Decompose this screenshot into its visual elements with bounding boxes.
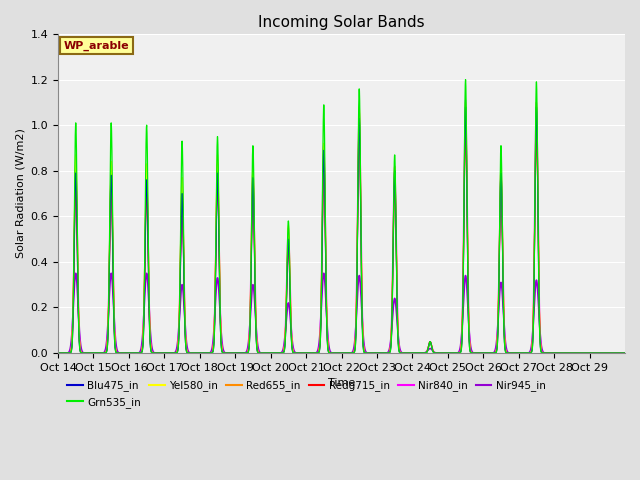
Nir840_in [550, 350, 558, 356]
Nir945_in [550, 350, 558, 356]
Redg715_in [385, 350, 392, 356]
Line: Nir945_in: Nir945_in [58, 273, 625, 353]
Nir840_in [461, 97, 469, 103]
Yel580_in [74, 261, 81, 266]
Red655_in [321, 173, 328, 179]
Blu475_in [486, 350, 494, 356]
Grn535_in [486, 350, 494, 356]
Blu475_in [621, 350, 629, 356]
Grn535_in [74, 266, 81, 272]
Redg715_in [486, 350, 494, 356]
Nir840_in [385, 350, 392, 356]
Nir945_in [272, 350, 280, 356]
Red655_in [532, 113, 540, 119]
Nir945_in [486, 350, 494, 356]
Redg715_in [461, 120, 469, 126]
Nir945_in [72, 270, 79, 276]
Grn535_in [54, 350, 62, 356]
Redg715_in [321, 181, 328, 187]
Y-axis label: Solar Radiation (W/m2): Solar Radiation (W/m2) [15, 129, 25, 258]
Grn535_in [550, 350, 558, 356]
Yel580_in [272, 350, 280, 356]
Legend: Blu475_in, Grn535_in, Yel580_in, Red655_in, Redg715_in, Nir840_in, Nir945_in: Blu475_in, Grn535_in, Yel580_in, Red655_… [63, 376, 550, 412]
Yel580_in [385, 350, 392, 356]
Blu475_in [272, 350, 280, 356]
Blu475_in [532, 104, 540, 110]
Redg715_in [550, 350, 558, 356]
Redg715_in [621, 350, 629, 356]
Nir840_in [272, 350, 280, 356]
Red655_in [621, 350, 629, 356]
Red655_in [400, 350, 408, 356]
Line: Blu475_in: Blu475_in [58, 107, 625, 353]
Line: Yel580_in: Yel580_in [58, 102, 625, 353]
Title: Incoming Solar Bands: Incoming Solar Bands [258, 15, 425, 30]
Nir945_in [385, 349, 392, 355]
X-axis label: Time: Time [328, 378, 355, 388]
Blu475_in [321, 172, 328, 178]
Grn535_in [272, 350, 280, 356]
Blu475_in [54, 350, 62, 356]
Line: Nir840_in: Nir840_in [58, 100, 625, 353]
Line: Grn535_in: Grn535_in [58, 80, 625, 353]
Line: Redg715_in: Redg715_in [58, 123, 625, 353]
Redg715_in [54, 350, 62, 356]
Redg715_in [400, 350, 408, 356]
Grn535_in [385, 350, 392, 356]
Redg715_in [272, 350, 280, 356]
Nir840_in [486, 350, 494, 356]
Nir945_in [74, 298, 82, 304]
Nir840_in [321, 161, 328, 167]
Nir945_in [400, 350, 408, 356]
Red655_in [74, 265, 81, 271]
Nir945_in [621, 350, 629, 356]
Yel580_in [486, 350, 494, 356]
Yel580_in [621, 350, 629, 356]
Red655_in [272, 350, 280, 356]
Yel580_in [321, 163, 328, 169]
Yel580_in [532, 99, 540, 105]
Grn535_in [400, 350, 408, 356]
Nir840_in [621, 350, 629, 356]
Grn535_in [621, 350, 629, 356]
Yel580_in [550, 350, 558, 356]
Nir840_in [400, 350, 408, 356]
Nir945_in [54, 350, 62, 356]
Red655_in [385, 350, 392, 356]
Line: Red655_in: Red655_in [58, 116, 625, 353]
Nir840_in [74, 259, 81, 264]
Text: WP_arable: WP_arable [64, 40, 129, 50]
Yel580_in [400, 350, 408, 356]
Nir945_in [321, 276, 328, 282]
Nir840_in [54, 350, 62, 356]
Yel580_in [54, 350, 62, 356]
Grn535_in [461, 77, 469, 83]
Blu475_in [400, 350, 408, 356]
Red655_in [550, 350, 558, 356]
Redg715_in [74, 275, 81, 281]
Blu475_in [385, 350, 392, 356]
Red655_in [54, 350, 62, 356]
Blu475_in [74, 278, 81, 284]
Red655_in [486, 350, 494, 356]
Grn535_in [321, 135, 328, 141]
Blu475_in [550, 350, 558, 356]
